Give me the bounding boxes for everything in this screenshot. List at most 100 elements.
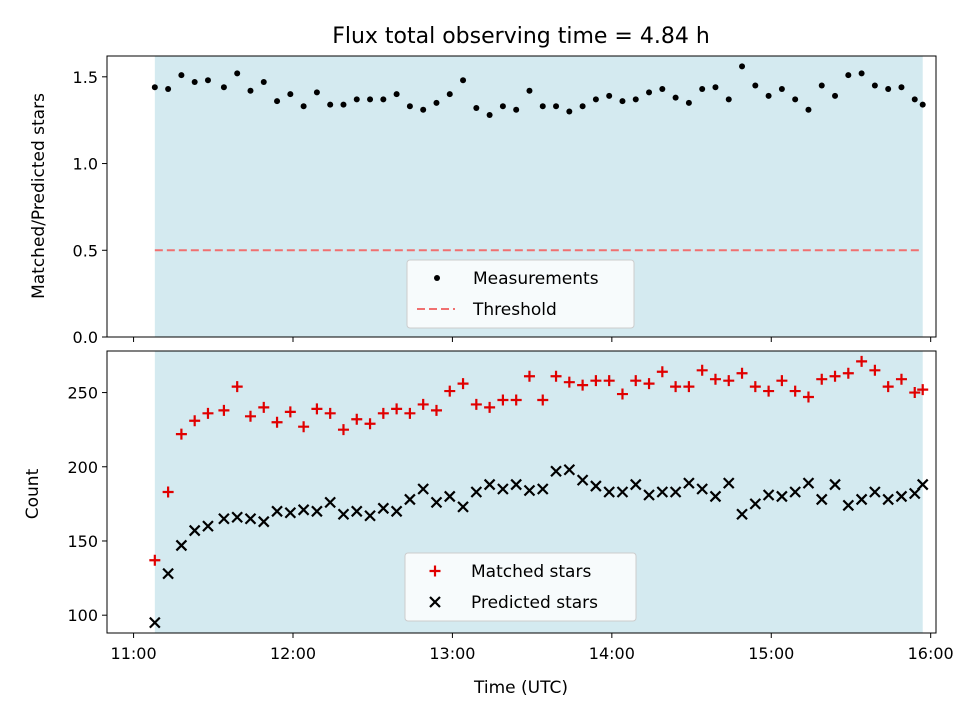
data-point <box>298 421 310 433</box>
data-point <box>577 379 589 391</box>
data-point <box>300 103 307 110</box>
data-point <box>749 498 762 510</box>
data-point <box>470 486 483 498</box>
data-point <box>486 111 493 118</box>
data-point <box>149 616 161 629</box>
data-point <box>473 105 480 112</box>
x-tick-label: 14:00 <box>589 644 635 663</box>
data-point <box>484 401 496 413</box>
data-point <box>175 539 188 552</box>
data-point <box>537 394 549 406</box>
data-point <box>204 77 211 84</box>
data-point <box>189 415 201 427</box>
data-point <box>202 520 214 532</box>
data-point <box>818 82 825 89</box>
data-point <box>444 385 456 397</box>
data-point <box>643 489 655 501</box>
data-point <box>736 367 748 379</box>
legend: Matched stars Predicted stars <box>404 552 637 622</box>
x-tick-label: 12:00 <box>270 644 316 663</box>
data-point <box>364 509 376 522</box>
x-axis-label: Time (UTC) <box>473 678 568 698</box>
data-point <box>882 381 894 393</box>
data-point <box>404 493 416 506</box>
data-point <box>297 504 310 516</box>
data-point <box>670 381 682 393</box>
data-point <box>629 478 642 491</box>
data-point <box>749 381 761 393</box>
data-point <box>202 407 214 419</box>
data-point <box>526 87 533 94</box>
data-point <box>523 484 536 497</box>
data-point <box>497 483 509 495</box>
data-point <box>234 70 241 77</box>
data-point <box>606 92 613 99</box>
data-point <box>188 524 201 537</box>
data-point <box>457 378 469 390</box>
series-measurements <box>151 63 926 118</box>
data-point <box>709 373 721 385</box>
data-point <box>699 85 706 92</box>
data-point <box>579 103 586 110</box>
data-point <box>882 493 894 506</box>
data-point <box>885 85 892 92</box>
series-predicted-stars <box>149 463 929 629</box>
data-point <box>855 493 868 506</box>
data-point <box>815 493 828 506</box>
legend-label: Measurements <box>473 269 599 289</box>
legend-box <box>406 259 635 329</box>
data-point <box>603 375 615 387</box>
data-point <box>350 505 363 518</box>
data-point <box>763 385 775 397</box>
data-point <box>470 398 482 410</box>
bottom-panel: 100 150 200 250 11:00 12:00 13:00 14:00 15:00 16:… <box>67 350 954 663</box>
legend: Measurements Threshold <box>406 259 635 329</box>
data-point <box>805 106 812 113</box>
data-point <box>364 418 376 430</box>
data-point <box>616 486 629 498</box>
y-tick-label: 1.5 <box>73 68 98 87</box>
data-point <box>377 502 390 515</box>
data-point <box>390 505 403 518</box>
data-point <box>430 404 442 416</box>
data-point <box>752 82 759 89</box>
data-point <box>460 77 467 84</box>
data-point <box>858 70 865 77</box>
data-point <box>175 428 187 440</box>
data-point <box>643 378 655 390</box>
chart-title: Flux total observing time = 4.84 h <box>332 24 710 49</box>
data-point <box>792 96 799 103</box>
data-point <box>377 407 389 419</box>
data-point <box>274 98 281 105</box>
data-point <box>191 79 198 86</box>
data-point <box>162 567 174 580</box>
data-point <box>324 407 336 419</box>
data-point <box>380 96 387 103</box>
data-point <box>669 486 682 498</box>
data-point <box>446 91 453 98</box>
data-point <box>271 505 283 518</box>
data-point <box>404 407 416 419</box>
data-point <box>656 486 669 498</box>
data-point <box>244 512 257 525</box>
data-point <box>832 92 839 99</box>
data-point <box>739 63 746 70</box>
data-point <box>284 507 297 519</box>
data-point <box>510 478 522 491</box>
data-point <box>895 373 907 385</box>
data-point <box>271 416 283 428</box>
data-point <box>916 478 929 491</box>
data-point <box>709 490 722 503</box>
data-point <box>499 103 506 110</box>
data-point <box>590 480 602 492</box>
y-tick-label: 1.0 <box>73 155 98 174</box>
data-point <box>327 101 334 108</box>
data-point <box>895 490 908 503</box>
y-tick-label: 100 <box>67 606 98 625</box>
data-point <box>539 103 546 110</box>
data-point <box>218 512 230 525</box>
top-panel: 0.0 0.5 1.0 1.5 Measurements Threshold <box>73 55 937 347</box>
y-tick-label: 200 <box>67 458 98 477</box>
data-point <box>736 508 748 521</box>
